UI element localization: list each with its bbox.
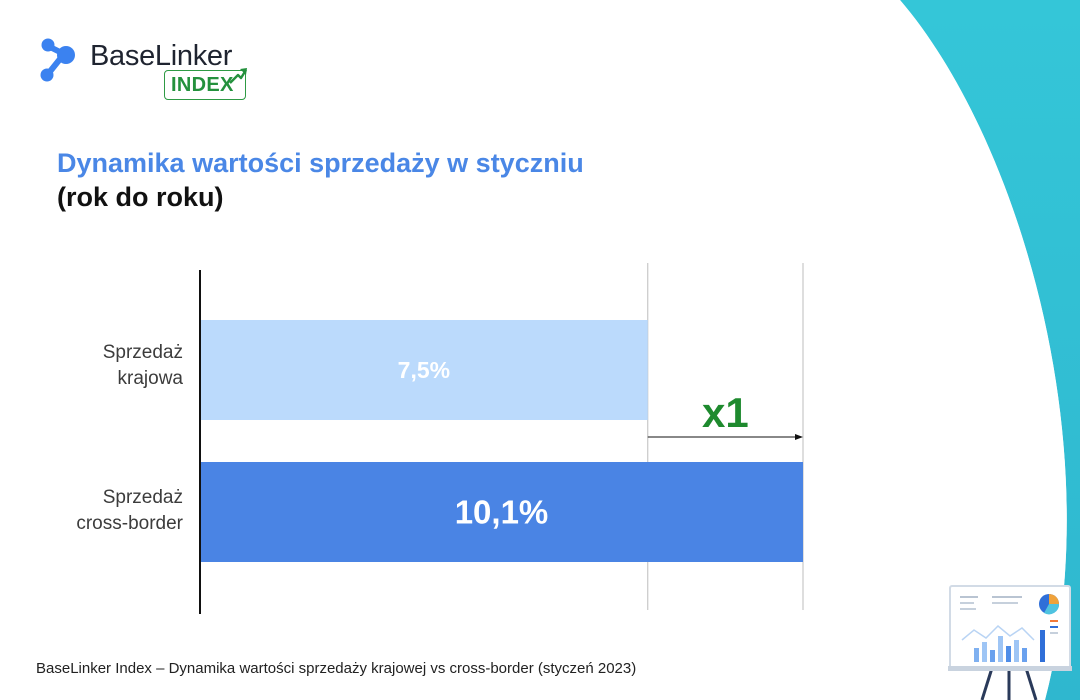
bar	[200, 462, 803, 562]
bar	[200, 320, 648, 420]
category-label-line: Sprzedaż	[102, 342, 183, 363]
arrow-head	[795, 434, 803, 440]
presentation-board-icon	[948, 585, 1072, 700]
baselinker-logo-icon	[40, 38, 75, 82]
trend-arrow-icon	[229, 68, 248, 84]
category-label-line: Sprzedaż	[102, 487, 183, 508]
brand-name: BaseLinker	[90, 40, 233, 72]
index-badge: INDEX	[164, 70, 246, 100]
bar-value-label: 10,1%	[455, 494, 549, 531]
category-label-line: cross-border	[76, 513, 183, 534]
category-label-line: krajowa	[117, 368, 183, 389]
chart-subtitle: (rok do roku)	[57, 182, 224, 212]
difference-label: x1	[702, 389, 749, 436]
category-label-cross-border: Sprzedaż cross-border	[76, 485, 183, 537]
bar-value-label: 7,5%	[398, 357, 450, 383]
footer-caption: BaseLinker Index – Dynamika wartości spr…	[36, 660, 637, 677]
teal-accent-shape	[900, 0, 1080, 700]
chart-title: Dynamika wartości sprzedaży w styczniu	[57, 148, 584, 178]
category-label-domestic: Sprzedaż krajowa	[103, 340, 183, 392]
